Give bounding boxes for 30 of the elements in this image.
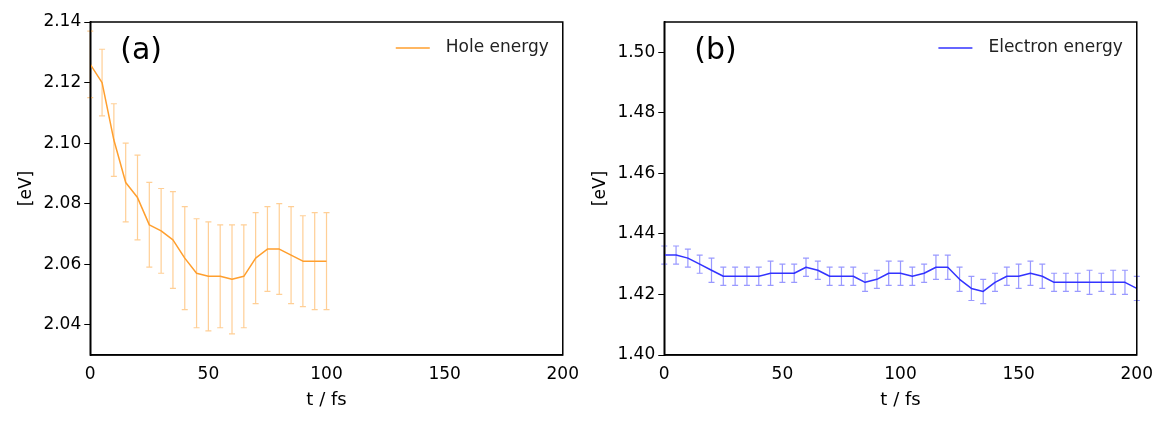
- annotation: (b): [694, 30, 737, 66]
- x-tick-label: 50: [771, 362, 794, 383]
- annotation: (a): [120, 30, 163, 66]
- y-tick-label: 2.10: [43, 131, 82, 152]
- x-tick-label: 0: [658, 362, 670, 383]
- x-tick-label: 150: [428, 362, 461, 383]
- y-tick-label: 1.50: [617, 40, 656, 61]
- y-tick-label: 1.42: [617, 282, 656, 303]
- y-tick-label: 2.04: [43, 313, 82, 334]
- x-axis-title: t / fs: [306, 387, 347, 409]
- legend-label: Electron energy: [988, 36, 1123, 57]
- x-tick-label: 150: [1002, 362, 1035, 383]
- y-axis-title: [eV]: [588, 170, 609, 207]
- y-tick-label: 1.46: [617, 161, 656, 182]
- x-tick-label: 200: [546, 362, 579, 383]
- y-tick-label: 2.08: [43, 192, 82, 213]
- x-tick-label: 0: [84, 362, 96, 383]
- x-tick-label: 50: [197, 362, 220, 383]
- y-tick-label: 1.44: [617, 222, 656, 243]
- legend-label: Hole energy: [445, 36, 549, 57]
- y-tick-label: 2.06: [43, 252, 82, 273]
- y-tick-label: 1.40: [617, 343, 656, 364]
- x-tick-label: 100: [310, 362, 343, 383]
- x-tick-label: 100: [884, 362, 917, 383]
- x-axis-title: t / fs: [880, 387, 921, 409]
- x-tick-label: 200: [1120, 362, 1153, 383]
- y-axis-title: [eV]: [14, 170, 35, 207]
- y-tick-label: 1.48: [617, 101, 656, 122]
- y-tick-label: 2.12: [43, 70, 82, 91]
- y-tick-label: 2.14: [43, 10, 82, 31]
